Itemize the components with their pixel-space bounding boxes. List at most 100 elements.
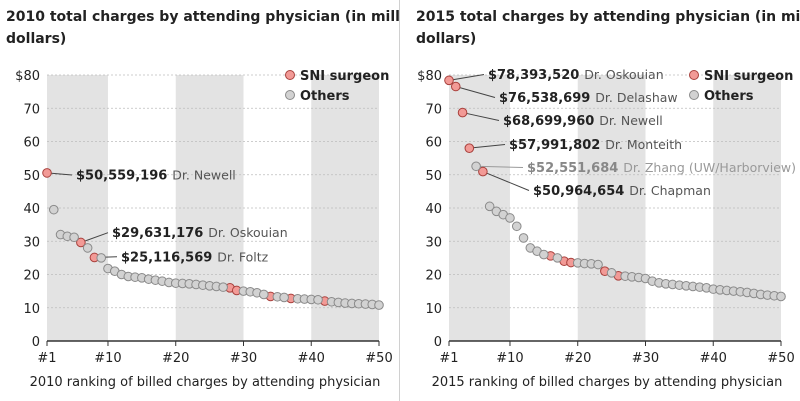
x-axis-label: 2010 ranking of billed charges by attend…: [30, 375, 381, 390]
y-tick-label: 20: [23, 269, 40, 284]
other-physician-point: [259, 289, 269, 300]
annotation-physician: Dr. Oskouian: [584, 67, 663, 82]
chart-2010: 2010 total charges by attending physicia…: [6, 9, 400, 390]
annotation-label: $78,393,520 Dr. Oskouian: [488, 67, 664, 83]
other-physician-point: [606, 268, 617, 278]
annotation-physician: Dr. Newell: [172, 168, 235, 183]
sni-surgeon-point: [42, 168, 52, 178]
other-physician-point: [374, 300, 384, 310]
annotation-physician: Dr. Oskouian: [208, 225, 287, 240]
annotation-value: $29,631,176: [112, 226, 203, 241]
y-tick-label: 40: [23, 202, 40, 217]
shaded-band: [175, 75, 244, 341]
annotation-value: $78,393,520: [488, 68, 579, 83]
y-tick-label: 30: [425, 235, 442, 250]
annotation-value: $68,699,960: [503, 114, 594, 129]
annotation-label: $50,964,654 Dr. Chapman: [533, 183, 711, 199]
annotation-label: $68,699,960 Dr. Newell: [503, 113, 663, 129]
annotation-label: $50,559,196 Dr. Newell: [76, 168, 236, 184]
annotation-leader: [448, 74, 485, 81]
legend-sni-label: SNI surgeon: [704, 69, 793, 84]
annotation-label: $52,551,684 Dr. Zhang (UW/Harborview): [527, 160, 796, 176]
x-tick-label: #40: [298, 351, 325, 366]
y-tick-label: 10: [425, 302, 442, 317]
x-tick-label: #1: [439, 351, 458, 366]
legend-sni-marker: [689, 70, 699, 80]
legend-sni-marker: [285, 70, 295, 80]
annotation-label: $76,538,699 Dr. Delashaw: [499, 90, 678, 106]
chart-title-line: 2010 total charges by attending physicia…: [6, 9, 400, 25]
other-physician-point: [511, 221, 522, 232]
y-tick-label: 10: [23, 302, 40, 317]
annotation-label: $29,631,176 Dr. Oskouian: [112, 225, 288, 241]
chart-2015: 2015 total charges by attending physicia…: [416, 9, 800, 390]
other-physician-point: [471, 161, 481, 172]
y-tick-label: 50: [23, 169, 40, 184]
y-tick-label: 0: [434, 335, 442, 350]
panel-divider: [399, 0, 400, 401]
annotation-value: $57,991,802: [509, 138, 600, 153]
y-tick-label: 30: [23, 235, 40, 250]
legend-others-marker: [689, 90, 699, 100]
legend-others-label: Others: [704, 89, 754, 104]
other-physician-point: [776, 291, 786, 302]
annotation-value: $76,538,699: [499, 91, 590, 106]
x-tick-label: #30: [632, 351, 659, 366]
annotation-value: $50,559,196: [76, 169, 167, 184]
x-tick-label: #50: [767, 351, 794, 366]
x-tick-label: #40: [700, 351, 727, 366]
x-tick-label: #30: [230, 351, 257, 366]
legend-others-marker: [285, 90, 295, 100]
annotation-leader: [462, 112, 500, 121]
annotation-leader: [469, 144, 506, 149]
sni-surgeon-point: [457, 107, 468, 118]
chart-title-line: dollars): [416, 31, 476, 47]
x-axis-label: 2015 ranking of billed charges by attend…: [432, 375, 783, 390]
sni-surgeon-point: [444, 75, 454, 86]
y-tick-label: 70: [425, 102, 442, 117]
other-physician-point: [279, 292, 289, 303]
other-physician-point: [218, 282, 228, 292]
annotation-leader: [482, 171, 530, 191]
annotation-label: $57,991,802 Dr. Monteith: [509, 137, 682, 153]
annotation-physician: Dr. Zhang (UW/Harborview): [623, 160, 796, 175]
other-physician-point: [552, 253, 563, 263]
annotation-physician: Dr. Foltz: [217, 249, 268, 264]
x-tick-label: #20: [564, 351, 591, 366]
other-physician-point: [505, 213, 515, 223]
chart-title-line: 2015 total charges by attending physicia…: [416, 9, 800, 25]
sni-surgeon-point: [478, 166, 488, 177]
annotation-value: $50,964,654: [533, 184, 624, 199]
other-physician-point: [484, 201, 495, 212]
other-physician-point: [539, 249, 549, 260]
other-physician-point: [82, 243, 93, 253]
annotation-value: $25,116,569: [121, 250, 212, 265]
annotation-label: $25,116,569 Dr. Foltz: [121, 249, 269, 265]
y-tick-label: 20: [425, 269, 442, 284]
annotation-physician: Dr. Chapman: [629, 183, 711, 198]
legend-others-label: Others: [300, 89, 350, 104]
other-physician-point: [313, 294, 323, 305]
y-tick-label: 40: [425, 202, 442, 217]
sni-surgeon-point: [76, 237, 86, 248]
other-physician-point: [69, 232, 79, 243]
annotation-leader: [455, 86, 496, 98]
sni-surgeon-point: [450, 81, 461, 92]
y-tick-label: 70: [23, 102, 40, 117]
annotation-leader: [476, 165, 524, 168]
x-tick-label: #20: [162, 351, 189, 366]
sni-surgeon-point: [464, 143, 475, 153]
y-tick-label: $80: [417, 69, 442, 84]
annotation-physician: Dr. Monteith: [605, 137, 682, 152]
y-tick-label: 60: [425, 136, 442, 151]
annotation-leader: [80, 232, 109, 243]
y-tick-label: 50: [425, 169, 442, 184]
chart-title-line: dollars): [6, 31, 66, 47]
x-tick-label: #1: [37, 351, 56, 366]
annotation-physician: Dr. Newell: [599, 113, 662, 128]
x-tick-label: #50: [365, 351, 392, 366]
other-physician-point: [96, 253, 107, 263]
other-physician-point: [518, 233, 529, 243]
y-tick-label: 0: [32, 335, 40, 350]
y-tick-label: 60: [23, 136, 40, 151]
